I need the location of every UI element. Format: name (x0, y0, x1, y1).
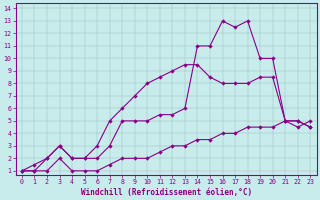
X-axis label: Windchill (Refroidissement éolien,°C): Windchill (Refroidissement éolien,°C) (81, 188, 252, 197)
